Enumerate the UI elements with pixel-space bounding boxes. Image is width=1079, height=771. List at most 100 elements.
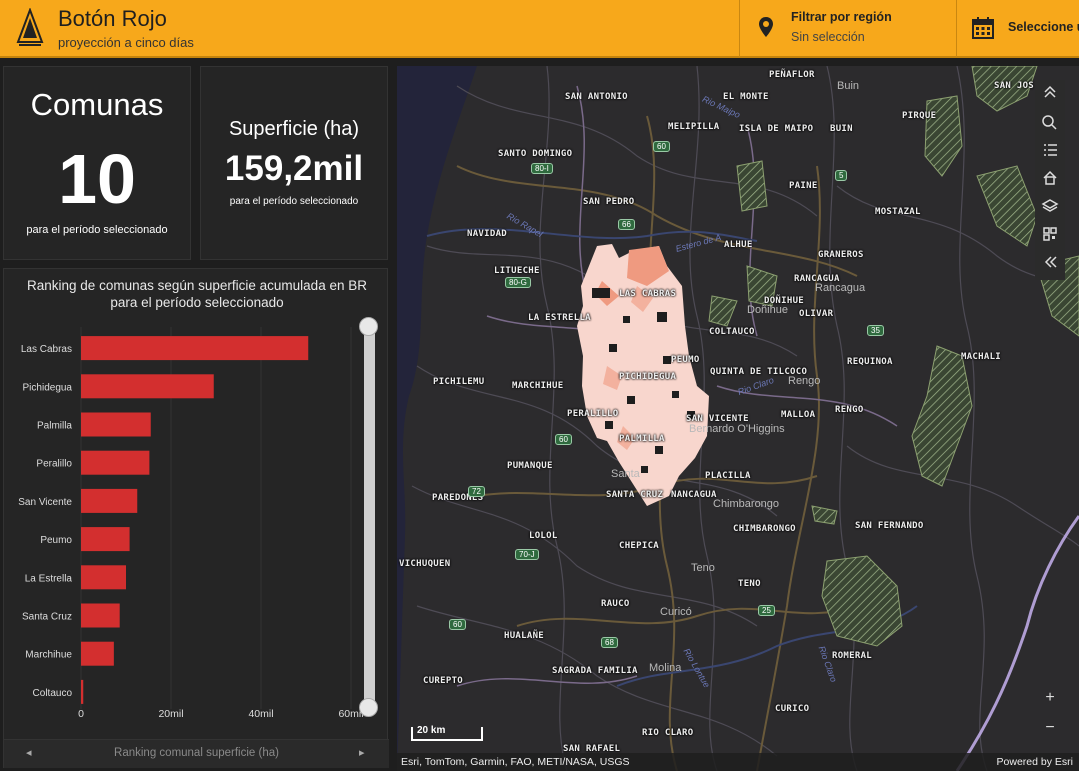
date-filter-dropdown[interactable]: Seleccione u: [958, 0, 1079, 57]
category-label: Palmilla: [37, 421, 72, 432]
place-label: SAN PEDRO: [583, 197, 635, 207]
route-shield: 60: [555, 434, 572, 445]
bar[interactable]: [81, 641, 114, 666]
chevron-left-icon[interactable]: ◂: [26, 747, 32, 759]
category-label: Peralillo: [36, 459, 72, 470]
city-label: Curicó: [660, 606, 692, 618]
route-shield: 25: [758, 605, 775, 616]
category-label: Santa Cruz: [22, 612, 72, 623]
place-label: SAN ANTONIO: [565, 92, 628, 102]
volcano-logo-icon: [16, 8, 44, 46]
collapse-icon[interactable]: [1035, 80, 1065, 108]
qr-icon[interactable]: [1035, 220, 1065, 248]
superficie-value: 159,2mil: [224, 149, 364, 188]
place-label: RIO CLARO: [642, 728, 694, 738]
place-label: HUALAÑE: [504, 631, 545, 641]
place-label: PERALILLO: [567, 409, 619, 419]
risk-area: [577, 244, 709, 506]
bar[interactable]: [81, 565, 126, 590]
region-filter-dropdown[interactable]: Filtrar por región Sin selección: [741, 0, 956, 57]
superficie-caption: para el período seleccionado: [229, 196, 359, 207]
layers-icon[interactable]: [1035, 192, 1065, 220]
place-label: RANCAGUA: [794, 274, 840, 284]
scrollbar-top-handle[interactable]: [359, 317, 378, 336]
zoom-in-button[interactable]: +: [1045, 689, 1055, 706]
place-label: SAN FERNANDO: [855, 521, 924, 531]
route-shield: 68: [601, 637, 618, 648]
bar[interactable]: [81, 527, 130, 552]
route-shield: 5: [835, 170, 848, 181]
category-label: Peumo: [40, 535, 72, 546]
place-label: PEUMO: [671, 355, 700, 365]
region-filter-value: Sin selección: [791, 30, 865, 44]
header-divider: [956, 0, 957, 57]
x-tick-label: 40mil: [248, 708, 273, 720]
home-icon[interactable]: [1035, 164, 1065, 192]
search-icon[interactable]: [1035, 108, 1065, 136]
attribution-text[interactable]: Esri, TomTom, Garmin, FAO, METI/NASA, US…: [401, 756, 630, 768]
bar[interactable]: [81, 488, 138, 513]
bar[interactable]: [81, 336, 309, 361]
category-label: Marchihue: [25, 650, 72, 661]
place-label: ROMERAL: [832, 651, 873, 661]
scrollbar-bottom-handle[interactable]: [359, 698, 378, 717]
bar[interactable]: [81, 412, 151, 437]
region-filter-label: Filtrar por región: [791, 10, 892, 24]
city-label: Teno: [691, 562, 715, 574]
comunas-label: Comunas: [30, 87, 164, 122]
place-label: LITUECHE: [494, 266, 540, 276]
place-label: REQUINOA: [847, 357, 893, 367]
list-icon[interactable]: [1035, 136, 1065, 164]
city-label: Santa: [611, 468, 640, 480]
place-label: SANTA CRUZ: [606, 490, 664, 500]
map-toolbar: [1035, 80, 1065, 280]
place-label: PICHILEMU: [433, 377, 485, 387]
chevron-right-icon[interactable]: ▸: [359, 747, 365, 759]
place-label: SANTO DOMINGO: [498, 149, 573, 159]
bar[interactable]: [81, 450, 150, 475]
x-tick-label: 0: [78, 708, 84, 720]
comunas-caption: para el período seleccionado: [26, 224, 168, 236]
route-shield: 60: [653, 141, 670, 152]
bar[interactable]: [81, 679, 84, 704]
category-label: San Vicente: [18, 497, 72, 508]
route-shield: 80-I: [531, 163, 553, 174]
ranking-chart-panel: Ranking de comunas según superficie acum…: [3, 268, 389, 768]
place-label: VICHUQUEN: [399, 559, 451, 569]
category-label: La Estrella: [25, 573, 73, 584]
chart-footer: ◂ Ranking comunal superficie (ha) ▸: [4, 739, 389, 768]
map-pin-icon: [759, 17, 773, 37]
route-shield: 66: [618, 219, 635, 230]
ocean: [397, 66, 477, 771]
place-label: LA ESTRELLA: [528, 313, 591, 323]
powered-by-esri[interactable]: Powered by Esri: [996, 756, 1073, 768]
protected-areas: [708, 66, 1079, 647]
bar[interactable]: [81, 374, 214, 399]
city-label: Molina: [649, 662, 682, 674]
bar[interactable]: [81, 603, 120, 628]
place-label: CHIMBARONGO: [733, 524, 796, 534]
place-label: CHEPICA: [619, 541, 660, 551]
calendar-icon: [972, 17, 994, 39]
place-label: ALHUE: [724, 240, 753, 250]
place-label: MALLOA: [781, 410, 816, 420]
place-label: PIRQUE: [902, 111, 937, 121]
risk-gaps: [592, 288, 695, 473]
app-subtitle: proyección a cinco días: [58, 35, 194, 50]
superficie-stat-panel: Superficie (ha) 159,2mil para el período…: [200, 66, 388, 260]
map-view[interactable]: PEÑAFLOR SAN ANTONIO EL MONTE MELIPILLA …: [397, 66, 1079, 771]
zoom-out-button[interactable]: −: [1045, 719, 1055, 736]
chart-scrollbar[interactable]: [364, 325, 375, 709]
place-label: PUMANQUE: [507, 461, 553, 471]
chevron-left-icon[interactable]: [1035, 248, 1065, 276]
place-label: TENO: [738, 579, 761, 589]
place-label: RAUCO: [601, 599, 630, 609]
place-label: SAN VICENTE: [686, 414, 749, 424]
place-label: SAGRADA FAMILIA: [552, 666, 638, 676]
city-label: Buin: [837, 80, 860, 92]
place-label: SAN RAFAEL: [563, 744, 621, 754]
route-shield: 80-G: [505, 277, 531, 288]
route-shield: 72: [468, 486, 485, 497]
place-label: ISLA DE MAIPO: [739, 124, 814, 134]
city-label: Doñihue: [747, 304, 788, 316]
